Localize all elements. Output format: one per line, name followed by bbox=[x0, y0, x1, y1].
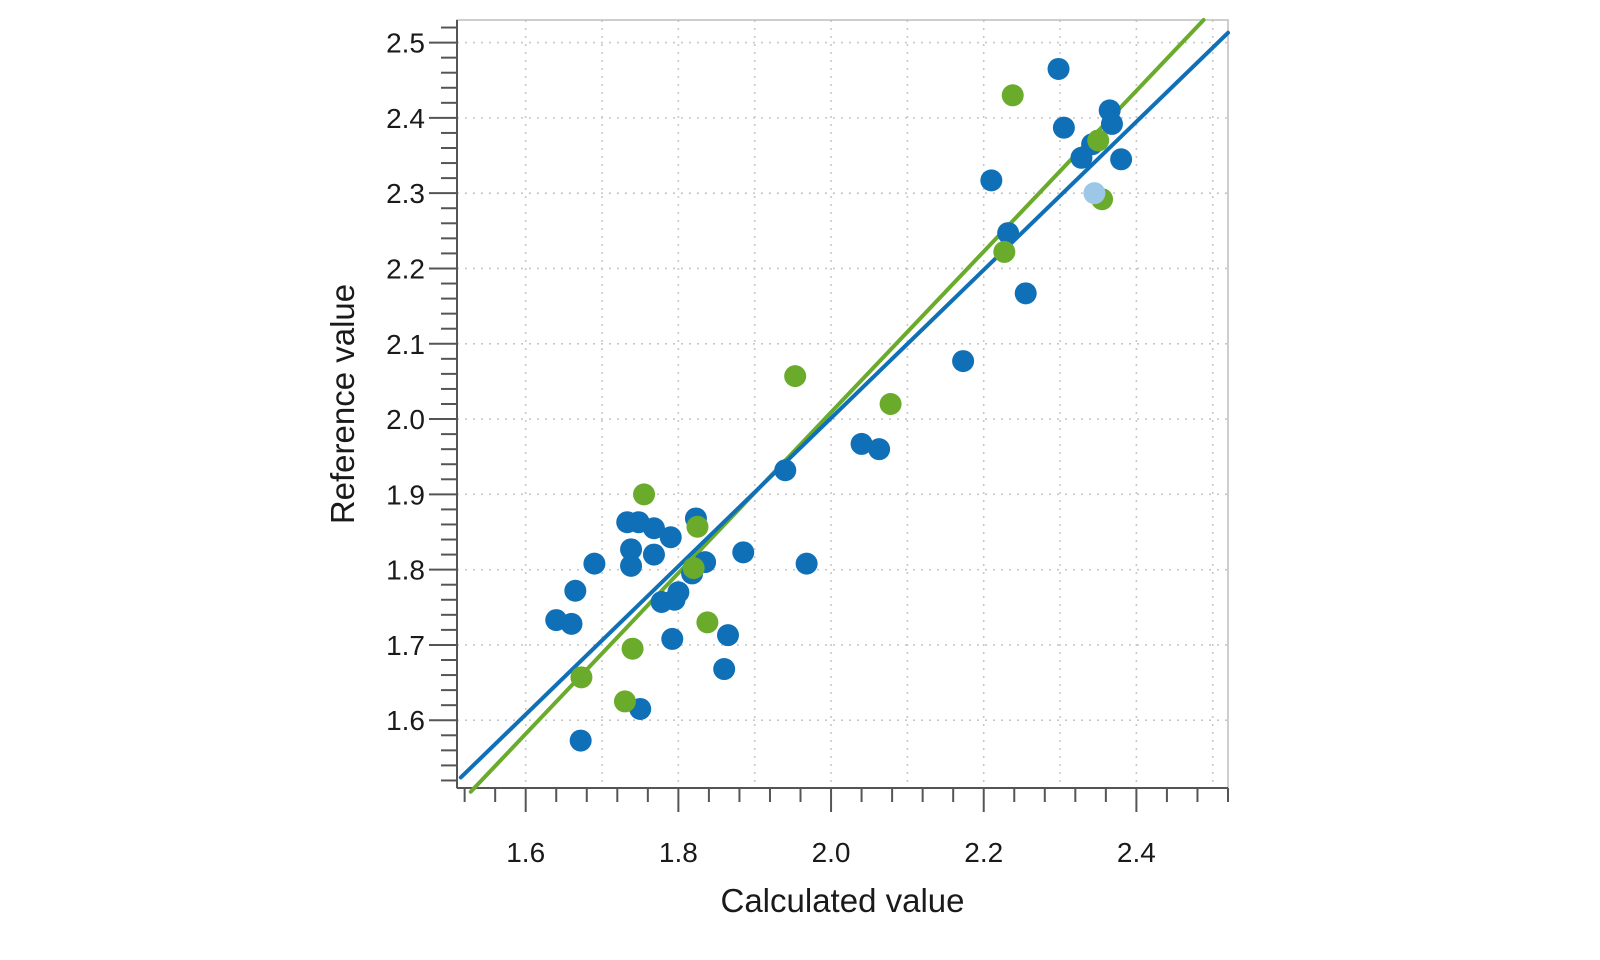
y-tick-label: 2.0 bbox=[386, 404, 425, 435]
grid-lines bbox=[457, 20, 1228, 788]
y-tick-label: 1.7 bbox=[386, 630, 425, 661]
data-point bbox=[713, 658, 736, 681]
data-point bbox=[633, 483, 656, 506]
data-point bbox=[682, 557, 705, 580]
y-tick-label: 2.3 bbox=[386, 178, 425, 209]
data-point bbox=[1083, 182, 1106, 205]
data-point bbox=[1100, 112, 1123, 135]
x-tick-label: 2.0 bbox=[812, 837, 851, 868]
y-tick-label: 1.9 bbox=[386, 479, 425, 510]
data-point bbox=[661, 627, 684, 650]
data-point bbox=[696, 611, 719, 634]
x-axis-title: Calculated value bbox=[721, 882, 965, 919]
data-point bbox=[570, 666, 593, 689]
data-point bbox=[850, 432, 873, 455]
x-tick-label: 2.4 bbox=[1117, 837, 1156, 868]
data-points bbox=[545, 57, 1133, 752]
data-point bbox=[993, 240, 1016, 263]
data-point bbox=[1087, 129, 1110, 152]
data-point bbox=[659, 526, 682, 549]
data-point bbox=[642, 543, 665, 566]
data-point bbox=[620, 538, 643, 561]
data-point bbox=[613, 690, 636, 713]
y-tick-label: 2.4 bbox=[386, 103, 425, 134]
fit-line bbox=[458, 30, 1230, 780]
data-point bbox=[795, 552, 818, 575]
data-point bbox=[583, 552, 606, 575]
data-point bbox=[667, 581, 690, 604]
data-point bbox=[716, 624, 739, 647]
data-point bbox=[621, 637, 644, 660]
tick-labels: 1.6 1.7 1.8 1.9 2.0 2.1 2.2 2.3 2.4 2.5 1.6 1.8 2.0 2… bbox=[386, 28, 1156, 868]
data-point bbox=[868, 438, 891, 461]
data-point bbox=[564, 579, 587, 602]
data-point bbox=[879, 393, 902, 415]
y-tick-label: 2.1 bbox=[386, 329, 425, 360]
data-point bbox=[784, 365, 807, 388]
x-tick-label: 1.6 bbox=[506, 837, 545, 868]
data-point bbox=[980, 169, 1003, 192]
data-point bbox=[774, 459, 797, 482]
y-tick-label: 1.8 bbox=[386, 555, 425, 586]
data-point bbox=[952, 350, 975, 373]
data-point bbox=[560, 612, 583, 635]
y-tick-label: 2.5 bbox=[386, 28, 425, 59]
data-point bbox=[1052, 116, 1075, 139]
data-point bbox=[686, 515, 709, 538]
data-point bbox=[1001, 84, 1024, 107]
y-tick-label: 2.2 bbox=[386, 253, 425, 284]
data-point bbox=[732, 541, 755, 564]
x-tick-label: 1.8 bbox=[659, 837, 698, 868]
x-tick-label: 2.2 bbox=[964, 837, 1003, 868]
data-point bbox=[1110, 148, 1133, 171]
data-point bbox=[620, 554, 643, 577]
y-tick-label: 1.6 bbox=[386, 705, 425, 736]
data-point bbox=[569, 729, 592, 752]
data-point bbox=[1047, 57, 1070, 80]
data-point bbox=[1014, 282, 1037, 305]
data-point bbox=[642, 517, 665, 540]
y-axis-title: Reference value bbox=[324, 284, 361, 524]
data-point bbox=[997, 222, 1020, 245]
axes bbox=[429, 20, 1229, 812]
